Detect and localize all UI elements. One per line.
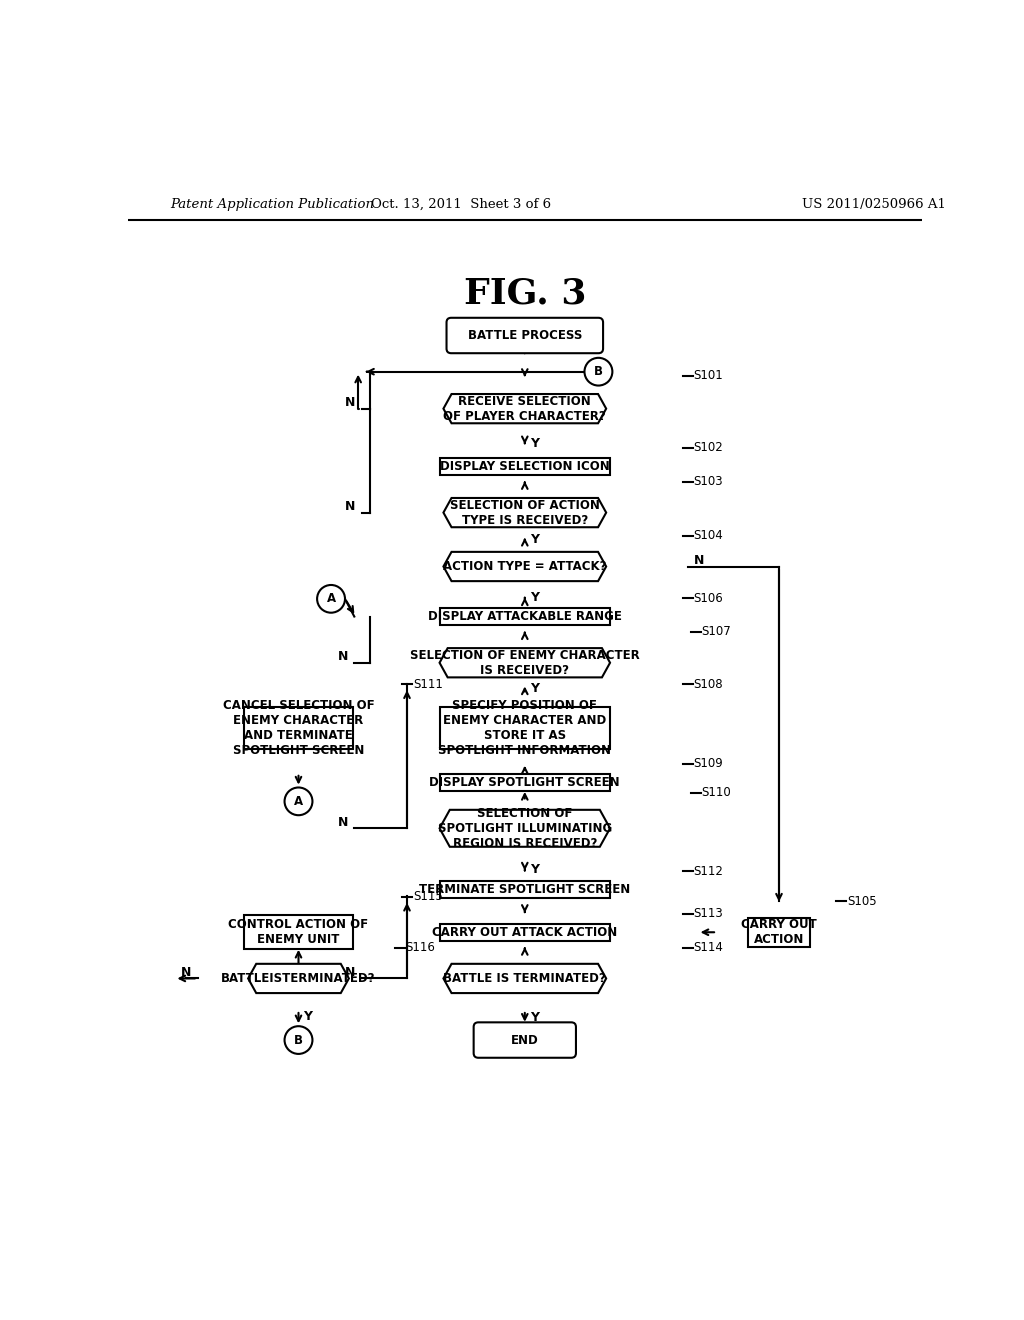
Text: Y: Y (529, 682, 539, 696)
Bar (748, 917, 810, 946)
Text: CANCEL SELECTION OF
ENEMY CHARACTER
AND TERMINATE
SPOTLIGHT SCREEN: CANCEL SELECTION OF ENEMY CHARACTER AND … (222, 700, 375, 758)
Text: Y: Y (303, 1010, 312, 1023)
Text: B: B (594, 366, 603, 379)
Bar (439, 924, 610, 941)
Text: N: N (345, 500, 355, 513)
Text: Patent Application Publication: Patent Application Publication (171, 198, 375, 211)
Text: SELECTION OF ENEMY CHARACTER
IS RECEIVED?: SELECTION OF ENEMY CHARACTER IS RECEIVED… (410, 648, 640, 677)
Text: DISPLAY SPOTLIGHT SCREEN: DISPLAY SPOTLIGHT SCREEN (429, 776, 621, 788)
Text: BATTLE IS TERMINATED?: BATTLE IS TERMINATED? (443, 972, 606, 985)
Circle shape (585, 358, 612, 385)
Text: S102: S102 (693, 441, 724, 454)
Circle shape (317, 585, 345, 612)
Text: S101: S101 (693, 370, 724, 381)
Text: N: N (345, 396, 355, 409)
Text: S106: S106 (693, 591, 724, 605)
Text: RECEIVE SELECTION
OF PLAYER CHARACTER?: RECEIVE SELECTION OF PLAYER CHARACTER? (443, 395, 606, 422)
Text: Y: Y (529, 862, 539, 875)
Polygon shape (439, 810, 610, 847)
Text: TERMINATE SPOTLIGHT SCREEN: TERMINATE SPOTLIGHT SCREEN (419, 883, 631, 896)
Text: N: N (338, 649, 348, 663)
Text: S104: S104 (693, 529, 724, 543)
Text: S112: S112 (693, 865, 724, 878)
Polygon shape (439, 648, 610, 677)
Text: S111: S111 (414, 677, 443, 690)
Text: ACTION TYPE = ATTACK?: ACTION TYPE = ATTACK? (443, 560, 606, 573)
Circle shape (285, 788, 312, 816)
Text: S108: S108 (693, 677, 723, 690)
Text: B: B (294, 1034, 303, 1047)
Bar (439, 708, 610, 750)
Text: S103: S103 (693, 475, 723, 488)
Text: BATTLE PROCESS: BATTLE PROCESS (468, 329, 582, 342)
Text: S115: S115 (414, 890, 443, 903)
Text: S114: S114 (693, 941, 724, 954)
Text: SELECTION OF ACTION
TYPE IS RECEIVED?: SELECTION OF ACTION TYPE IS RECEIVED? (450, 499, 600, 527)
Text: SELECTION OF
SPOTLIGHT ILLUMINATING
REGION IS RECEIVED?: SELECTION OF SPOTLIGHT ILLUMINATING REGI… (437, 807, 612, 850)
Circle shape (285, 1026, 312, 1053)
Text: N: N (181, 966, 191, 979)
Text: S109: S109 (693, 758, 724, 770)
Text: S107: S107 (701, 626, 731, 639)
Bar (439, 882, 610, 899)
Text: Y: Y (529, 1011, 539, 1024)
Text: FIG. 3: FIG. 3 (464, 276, 586, 310)
Text: DISPLAY SELECTION ICON: DISPLAY SELECTION ICON (440, 459, 609, 473)
Bar (245, 708, 352, 750)
Bar (439, 774, 610, 791)
Text: Y: Y (529, 533, 539, 546)
Bar (245, 915, 352, 949)
Polygon shape (443, 552, 606, 581)
Text: DISPLAY ATTACKABLE RANGE: DISPLAY ATTACKABLE RANGE (428, 610, 622, 623)
Polygon shape (443, 964, 606, 993)
Text: S105: S105 (847, 895, 877, 908)
FancyBboxPatch shape (474, 1022, 575, 1057)
Text: N: N (338, 816, 348, 829)
Text: N: N (345, 966, 355, 979)
Text: US 2011/0250966 A1: US 2011/0250966 A1 (802, 198, 946, 211)
Text: SPECIFY POSITION OF
ENEMY CHARACTER AND
STORE IT AS
SPOTLIGHT INFORMATION: SPECIFY POSITION OF ENEMY CHARACTER AND … (438, 700, 611, 758)
Text: CARRY OUT ATTACK ACTION: CARRY OUT ATTACK ACTION (432, 925, 617, 939)
Polygon shape (248, 964, 349, 993)
Text: S110: S110 (701, 787, 731, 800)
Text: S116: S116 (406, 941, 435, 954)
Text: Oct. 13, 2011  Sheet 3 of 6: Oct. 13, 2011 Sheet 3 of 6 (371, 198, 551, 211)
Bar (439, 458, 610, 475)
Bar (439, 609, 610, 626)
Text: N: N (694, 554, 705, 566)
Text: S113: S113 (693, 907, 724, 920)
Text: A: A (327, 593, 336, 606)
Text: CONTROL ACTION OF
ENEMY UNIT: CONTROL ACTION OF ENEMY UNIT (228, 919, 369, 946)
Text: Y: Y (529, 437, 539, 450)
FancyBboxPatch shape (446, 318, 603, 354)
Polygon shape (443, 395, 606, 424)
Text: BATTLEISTERMINATED?: BATTLEISTERMINATED? (221, 972, 376, 985)
Polygon shape (443, 498, 606, 527)
Text: A: A (294, 795, 303, 808)
Text: CARRY OUT
ACTION: CARRY OUT ACTION (741, 919, 817, 946)
Text: END: END (511, 1034, 539, 1047)
Text: Y: Y (529, 591, 539, 605)
